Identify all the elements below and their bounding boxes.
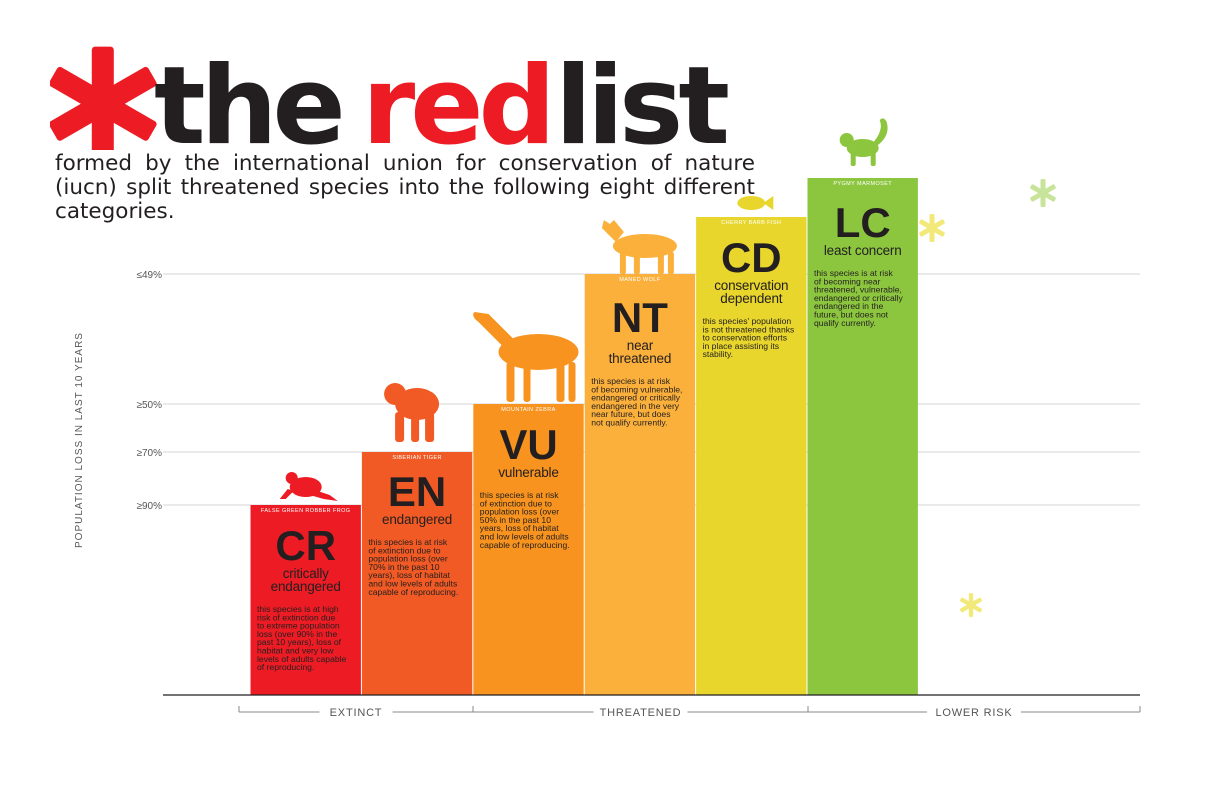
bar-EN [361, 452, 473, 695]
animal-label: FALSE GREEN ROBBER FROG [261, 508, 351, 514]
bar-name-CD: conservation [714, 278, 788, 293]
animal-label: MOUNTAIN ZEBRA [501, 407, 555, 413]
asterisk-icon [960, 593, 982, 617]
bar-desc-LC: future, but does not [814, 310, 889, 320]
tiger-icon [384, 383, 440, 442]
animal-label: PYGMY MARMOSET [833, 181, 892, 187]
bar-VU [473, 404, 584, 695]
bar-desc-VU: population loss (over [480, 507, 559, 517]
animal-label: MANED WOLF [619, 277, 661, 283]
bar-code-VU: VU [499, 421, 557, 468]
bar-desc-CD: is not threatened thanks [703, 324, 795, 334]
bar-desc-EN: years), loss of habitat [368, 570, 450, 580]
bar-desc-VU: 50% in the past 10 [480, 515, 551, 525]
group-label: LOWER RISK [935, 707, 1012, 719]
bar-desc-CR: of reproducing. [257, 662, 314, 672]
bar-code-CR: CR [275, 522, 336, 569]
frog-icon [279, 472, 338, 501]
bar-desc-NT: this species is at risk [591, 376, 671, 386]
title-list: list [555, 44, 730, 169]
bar-desc-VU: this species is at risk [480, 490, 560, 500]
bar-desc-CD: in place assisting its [703, 341, 779, 351]
annotation-text: these species have been [1002, 595, 1097, 605]
title-the: the [154, 44, 346, 169]
bar-LC [807, 178, 918, 695]
bar-name-NT: threatened [609, 351, 672, 366]
bar-desc-EN: and low levels of adults [368, 579, 457, 589]
bar-desc-CR: levels of adults capable [257, 654, 347, 664]
bar-desc-VU: years, loss of habitat [480, 523, 559, 533]
asterisk-icon [1030, 179, 1056, 207]
page-subtitle: formed by the international union for co… [55, 151, 755, 224]
group-label: EXTINCT [330, 707, 383, 719]
bar-desc-CR: risk of extinction due [257, 612, 336, 622]
bar-code-LC: LC [835, 199, 891, 246]
bar-name-EN: endangered [382, 512, 452, 527]
bar-desc-VU: capable of reproducing. [480, 540, 570, 550]
bar-code-EN: EN [388, 468, 446, 515]
wolf-icon [601, 220, 677, 274]
animal-label: SIBERIAN TIGER [392, 455, 442, 461]
bar-desc-VU: of extinction due to [480, 498, 552, 508]
fish-icon [737, 196, 774, 210]
bar-desc-CR: habitat and very low [257, 646, 334, 656]
bar-code-NT: NT [612, 294, 668, 341]
bar-desc-LC: endangered in the [814, 301, 884, 311]
bar-desc-NT: near future, but does [591, 409, 670, 419]
bar-desc-CD: this species' population [703, 316, 792, 326]
bar-desc-NT: not qualify currently. [591, 418, 667, 428]
animal-label: CHERRY BARB FISH [721, 220, 781, 226]
monkey-icon [839, 118, 888, 166]
bar-desc-NT: of becoming vulnerable, [591, 384, 682, 394]
bar-desc-EN: population loss (over [368, 554, 447, 564]
bar-name-NT: near [627, 338, 654, 353]
bar-desc-CR: this species is at high [257, 604, 339, 614]
zebra-icon [473, 312, 579, 402]
bar-desc-CR: to extreme population [257, 621, 340, 631]
bar-desc-NT: endangered or critically [591, 393, 681, 403]
bar-NT [584, 274, 696, 695]
bar-desc-VU: and low levels of adults [480, 532, 569, 542]
bar-desc-LC: threatened, vulnerable, [814, 285, 902, 295]
y-axis-label: POPULATION LOSS IN LAST 10 YEARS [74, 332, 85, 548]
bar-desc-EN: capable of reproducing. [368, 587, 458, 597]
bar-desc-CR: loss (over 90% in the [257, 629, 337, 639]
asterisk-icon [50, 46, 157, 150]
bar-desc-LC: this species is at risk [814, 268, 894, 278]
bar-name-VU: vulnerable [498, 465, 558, 480]
annotation-text: population percentage is not [989, 633, 1098, 643]
bar-CR [250, 505, 361, 695]
bar-name-CR: critically [283, 566, 329, 581]
bar-code-CD: CD [721, 234, 782, 281]
annotation-text: listed. [1075, 643, 1097, 653]
annotation-text: evaluated by the iucn, but [999, 605, 1098, 615]
bar-desc-EN: 70% in the past 10 [368, 562, 439, 572]
annotation-text: other category, so the [1015, 624, 1098, 634]
bar-desc-NT: endangered in the very [591, 401, 680, 411]
bar-CD [696, 217, 807, 695]
bar-desc-EN: this species is at risk [368, 537, 448, 547]
bar-name-CD: dependent [720, 291, 782, 306]
y-tick-label: ≤49% [136, 270, 162, 281]
bar-name-LC: least concern [824, 243, 902, 258]
bar-desc-CD: to conservation efforts [703, 333, 787, 343]
asterisk-icon [919, 214, 945, 242]
bar-desc-CR: past 10 years), loss of [257, 637, 342, 647]
bar-name-CR: endangered [271, 579, 341, 594]
group-label: THREATENED [600, 707, 682, 719]
annotation-text: they do not qualify for any [999, 614, 1098, 624]
bar-desc-CD: stability. [703, 349, 733, 359]
bar-desc-LC: qualify currently. [814, 318, 876, 328]
y-tick-label: ≥70% [136, 448, 162, 459]
bar-desc-LC: endangered or critically [814, 293, 904, 303]
bar-desc-EN: of extinction due to [368, 545, 440, 555]
y-tick-label: ≥50% [136, 400, 162, 411]
bar-desc-LC: of becoming near [814, 276, 881, 286]
y-tick-label: ≥90% [136, 501, 162, 512]
title-red: red [362, 44, 556, 169]
